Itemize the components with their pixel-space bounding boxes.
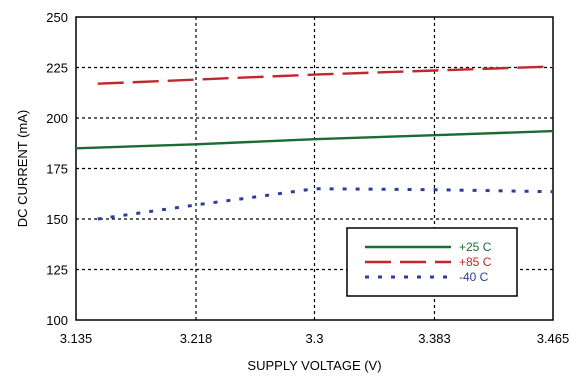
- legend-label-3: -40 C: [459, 270, 489, 284]
- series-line-2: [97, 65, 554, 85]
- series-lines: [75, 65, 554, 221]
- y-axis-ticks: 100 125 150 175 200 225 250: [46, 10, 68, 328]
- x-tick-label: 3.465: [537, 331, 570, 346]
- y-axis-label: DC CURRENT (mA): [15, 110, 30, 227]
- y-tick-label: 100: [46, 313, 68, 328]
- legend: +25 C+85 C-40 C: [346, 227, 518, 297]
- x-tick-label: 3.135: [60, 331, 93, 346]
- y-tick-label: 225: [46, 61, 68, 76]
- y-tick-label: 200: [46, 111, 68, 126]
- plot-frame: [75, 16, 554, 321]
- y-tick-label: 150: [46, 212, 68, 227]
- legend-label-2: +85 C: [459, 255, 492, 269]
- x-tick-label: 3.3: [305, 331, 323, 346]
- y-tick-label: 250: [46, 10, 68, 25]
- x-axis-ticks: 3.135 3.218 3.3 3.383 3.465: [60, 331, 570, 346]
- series-line-3: [97, 187, 554, 221]
- legend-label-1: +25 C: [459, 240, 492, 254]
- x-tick-label: 3.218: [180, 331, 213, 346]
- grid: [76, 17, 553, 320]
- x-tick-label: 3.383: [418, 331, 451, 346]
- y-tick-label: 125: [46, 263, 68, 278]
- y-tick-label: 175: [46, 162, 68, 177]
- x-axis-label: SUPPLY VOLTAGE (V): [247, 358, 381, 373]
- series-line-1: [75, 129, 554, 150]
